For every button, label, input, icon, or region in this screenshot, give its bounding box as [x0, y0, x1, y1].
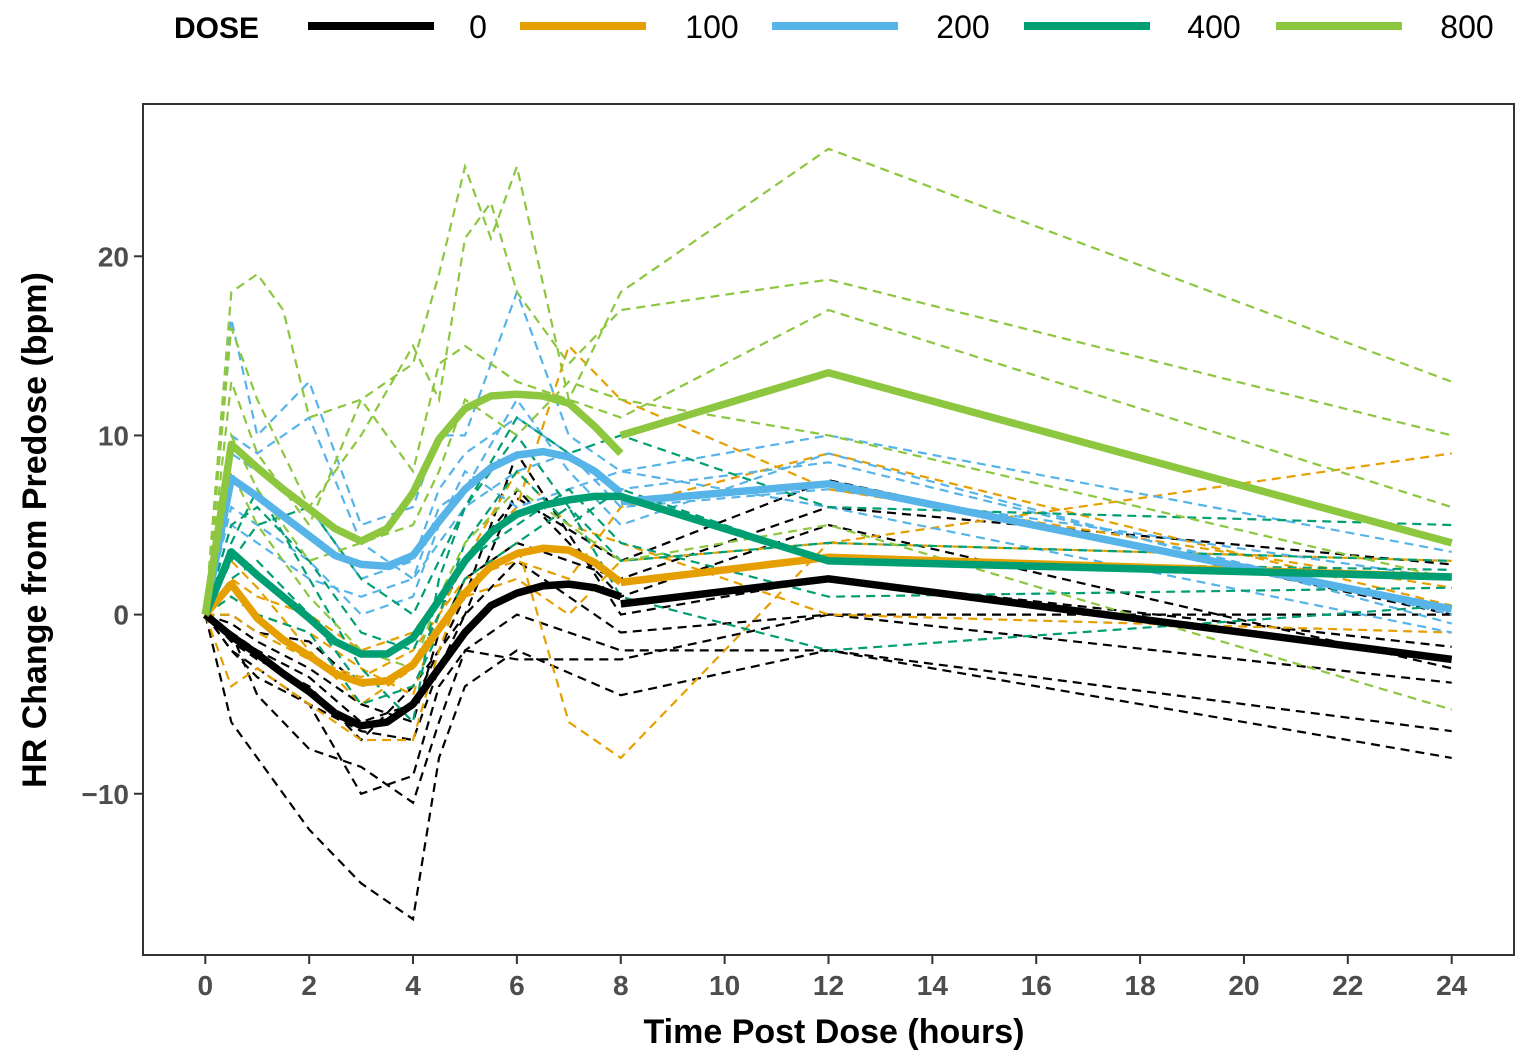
- individual-line-dose-800-23: [204, 147, 1453, 615]
- individual-line-dose-800-24: [204, 200, 1452, 615]
- x-tick-label-12: 12: [813, 970, 844, 1001]
- mean-line-dose-200-segment-0: [201, 447, 624, 616]
- individual-line-dose-800-26: [204, 380, 1452, 615]
- legend-label-0: 0: [469, 9, 487, 45]
- y-axis-title: HR Change from Predose (bpm): [16, 272, 54, 788]
- legend-title: DOSE: [174, 12, 259, 45]
- x-tick-label-22: 22: [1332, 970, 1363, 1001]
- y-tick-label-20: 20: [98, 241, 129, 272]
- y-tick-label-0: 0: [113, 600, 129, 631]
- panel-border: [142, 103, 1515, 956]
- x-axis: 0 2 4 6 8 10 12 14 16 18 20 22 24: [198, 955, 1468, 1001]
- mean-line-dose-100-segment-0: [202, 544, 624, 687]
- individual-line-dose-200-17: [204, 397, 1452, 625]
- x-tick-label-14: 14: [917, 970, 949, 1001]
- x-tick-label-24: 24: [1436, 970, 1468, 1001]
- individual-line-dose-0-5: [205, 479, 1452, 688]
- individual-line-dose-400-22: [204, 433, 1452, 617]
- legend-label-200: 200: [936, 9, 989, 45]
- legend-entries: 0 100 200 400 800: [308, 9, 1494, 45]
- individual-line-dose-0-6: [204, 450, 1452, 724]
- individual-line-dose-800-25: [204, 308, 1453, 615]
- legend-label-400: 400: [1187, 9, 1240, 45]
- x-tick-label-8: 8: [613, 970, 629, 1001]
- individual-line-dose-0-4: [204, 505, 1452, 724]
- individual-line-dose-0-2: [204, 613, 1452, 796]
- legend-label-100: 100: [685, 9, 738, 45]
- y-axis: −10 0 10 20: [82, 241, 143, 810]
- individual-line-dose-0-0: [204, 614, 1452, 922]
- y-tick-label--10: −10: [82, 779, 130, 810]
- individual-line-dose-0-3: [204, 487, 1452, 742]
- x-tick-label-10: 10: [709, 970, 740, 1001]
- individual-line-dose-100-8: [204, 452, 1452, 760]
- x-tick-label-18: 18: [1125, 970, 1156, 1001]
- mean-line-dose-800-segment-0: [201, 390, 624, 616]
- x-tick-label-4: 4: [405, 970, 421, 1001]
- x-tick-label-0: 0: [198, 970, 214, 1001]
- individual-line-dose-0-7: [204, 559, 1452, 742]
- individual-line-dose-400-20: [204, 487, 1452, 652]
- individual-line-dose-0-1: [204, 613, 1452, 805]
- y-tick-label-10: 10: [98, 420, 129, 451]
- individual-line-dose-400-19: [204, 469, 1452, 688]
- mean-line-dose-200-segment-1: [620, 480, 1453, 613]
- mean-line-dose-0-segment-1: [620, 575, 1453, 664]
- x-tick-label-2: 2: [301, 970, 317, 1001]
- x-tick-label-20: 20: [1228, 970, 1259, 1001]
- plot-panel: [142, 103, 1515, 956]
- x-axis-title: Time Post Dose (hours): [644, 1013, 1025, 1051]
- legend-label-800: 800: [1440, 9, 1493, 45]
- mean-line-dose-800-segment-1: [619, 368, 1453, 547]
- x-tick-label-6: 6: [509, 970, 525, 1001]
- x-tick-label-16: 16: [1021, 970, 1052, 1001]
- plot-lines: [201, 147, 1453, 922]
- mean-line-dose-400-segment-0: [201, 492, 1452, 658]
- individual-line-dose-200-16: [204, 452, 1452, 615]
- legend: DOSE 0 100 200 400 800: [174, 9, 1494, 45]
- mean-line-dose-0-segment-0: [202, 580, 623, 730]
